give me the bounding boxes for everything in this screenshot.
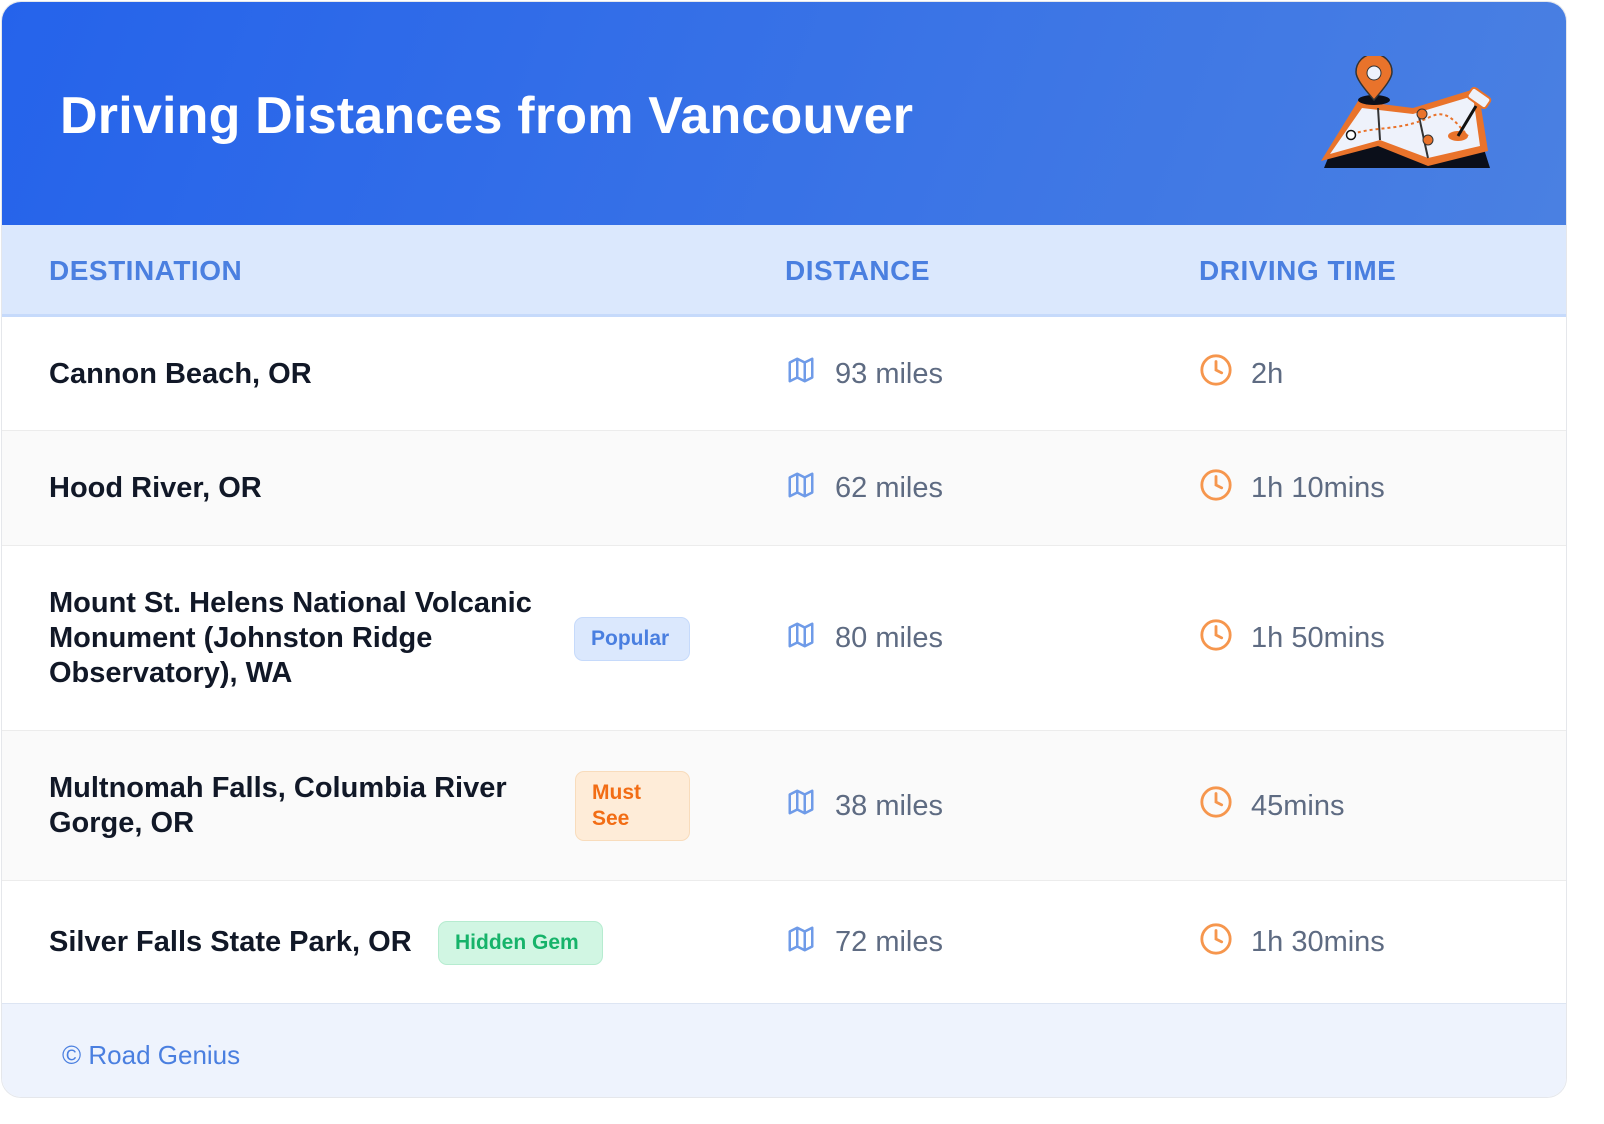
destination-line: Silver Falls State Park, OR xyxy=(49,926,412,958)
destination-line: Cannon Beach, OR xyxy=(49,357,312,390)
distance-value: 72 miles xyxy=(835,926,943,958)
destination-name: Mount St. Helens National Volcanic Monume… xyxy=(49,586,532,691)
map-icon xyxy=(785,620,817,658)
badge-text: Must xyxy=(592,781,641,804)
distance-cell: 72 miles xyxy=(785,925,943,961)
map-illustration-icon xyxy=(1321,56,1492,168)
time-value: 45mins xyxy=(1251,789,1345,822)
time-cell: 45mins xyxy=(1199,785,1345,827)
time-cell: 1h 10mins xyxy=(1199,468,1385,510)
badge-text: See xyxy=(592,807,630,830)
table-header: DESTINATION DISTANCE DRIVING TIME xyxy=(2,225,1566,317)
table-row: Hood River, OR 62 miles 1h 10mins xyxy=(2,431,1566,546)
map-icon xyxy=(785,355,817,393)
destination-line: Observatory), WA xyxy=(49,657,293,689)
page-title: Driving Distances from Vancouver xyxy=(60,87,914,145)
destination-name: Multnomah Falls, Columbia River Gorge, OR xyxy=(49,771,507,841)
distance-value: 62 miles xyxy=(835,472,943,504)
badge-text: Popular xyxy=(591,626,670,650)
table-row: Cannon Beach, OR 93 miles 2h xyxy=(2,317,1566,431)
footer-credit: © Road Genius xyxy=(62,1040,241,1070)
destination-line: Gorge, OR xyxy=(49,807,195,839)
badge-text: Hidden Gem xyxy=(455,930,579,954)
distance-card: Driving Distances from Vancouver DESTINA… xyxy=(1,1,1567,1098)
destination-line: Multnomah Falls, Columbia River xyxy=(49,772,507,804)
distance-value: 93 miles xyxy=(835,357,943,390)
tag-badge: Hidden Gem xyxy=(438,920,603,965)
distance-value: 80 miles xyxy=(835,622,943,654)
time-value: 1h 10mins xyxy=(1251,472,1385,504)
header: Driving Distances from Vancouver xyxy=(2,2,1566,225)
clock-icon xyxy=(1199,618,1233,660)
footer: © Road Genius xyxy=(2,1003,1566,1097)
column-header-distance: DISTANCE xyxy=(785,255,931,286)
time-value: 2h xyxy=(1251,357,1284,390)
time-value: 1h 30mins xyxy=(1251,926,1385,958)
destination-name: Silver Falls State Park, OR xyxy=(49,925,412,960)
distance-cell: 80 miles xyxy=(785,621,943,657)
distance-cell: 38 miles xyxy=(785,788,943,824)
map-icon xyxy=(785,924,817,962)
map-icon xyxy=(785,787,817,825)
tag-badge: Popular xyxy=(574,616,690,661)
distance-cell: 93 miles xyxy=(785,356,943,392)
distance-value: 38 miles xyxy=(835,789,943,822)
tag-badge: Must See xyxy=(575,771,690,841)
destination-line: Hood River, OR xyxy=(49,472,262,504)
clock-icon xyxy=(1199,922,1233,964)
table-row: Multnomah Falls, Columbia River Gorge, OR… xyxy=(2,731,1566,881)
table-row: Mount St. Helens National Volcanic Monume… xyxy=(2,546,1566,731)
clock-icon xyxy=(1199,353,1233,395)
column-header-destination: DESTINATION xyxy=(49,255,243,286)
column-header-driving-time: DRIVING TIME xyxy=(1199,255,1397,286)
time-cell: 2h xyxy=(1199,353,1284,395)
map-icon xyxy=(785,470,817,508)
time-cell: 1h 50mins xyxy=(1199,618,1385,660)
distance-cell: 62 miles xyxy=(785,471,943,507)
destination-name: Hood River, OR xyxy=(49,471,262,506)
destination-line: Mount St. Helens National Volcanic xyxy=(49,587,532,619)
clock-icon xyxy=(1199,468,1233,510)
time-value: 1h 50mins xyxy=(1251,622,1385,654)
destination-line: Monument (Johnston Ridge xyxy=(49,622,433,654)
time-cell: 1h 30mins xyxy=(1199,922,1385,964)
table-row: Silver Falls State Park, OR Hidden Gem 72 … xyxy=(2,881,1566,1004)
clock-icon xyxy=(1199,785,1233,827)
destination-name: Cannon Beach, OR xyxy=(49,357,312,392)
